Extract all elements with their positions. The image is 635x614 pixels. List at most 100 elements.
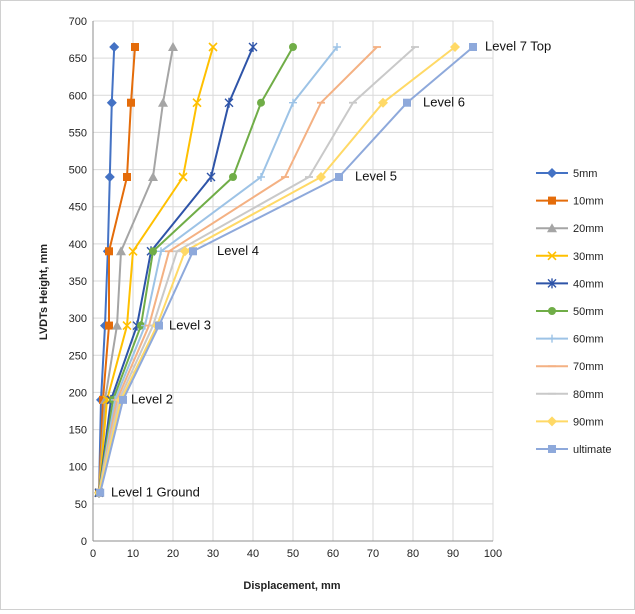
level-label: Level 4 <box>217 243 259 258</box>
legend-item: 80mm <box>536 389 604 401</box>
x-tick-label: 100 <box>484 548 502 560</box>
legend-marker <box>548 334 556 343</box>
data-point <box>116 246 126 256</box>
y-tick-label: 600 <box>69 90 87 102</box>
legend-marker <box>547 251 557 261</box>
level-annotations: Level 1 Ground Level 2 Level 3 Level 4 Level… <box>111 39 551 500</box>
series-line <box>98 46 294 493</box>
y-axis-title: LVDTs Height, mm <box>38 244 50 340</box>
legend-item: 20mm <box>536 223 604 235</box>
data-point <box>189 247 197 256</box>
legend-label: 50mm <box>573 306 604 318</box>
legend-label: 80mm <box>573 389 604 401</box>
data-point <box>105 321 113 330</box>
x-tick-label: 0 <box>90 548 96 560</box>
level-label: Level 3 <box>169 317 211 332</box>
data-point <box>158 97 168 107</box>
series-line <box>98 46 378 493</box>
y-tick-label: 500 <box>69 165 87 177</box>
x-tick-label: 20 <box>167 548 179 560</box>
data-point <box>289 43 297 51</box>
data-point <box>149 247 157 256</box>
data-point <box>128 246 138 256</box>
data-point <box>333 43 341 51</box>
data-point <box>155 321 163 330</box>
series-line <box>98 46 254 493</box>
data-point <box>127 98 135 107</box>
data-point <box>316 172 326 182</box>
data-point <box>106 97 117 108</box>
data-point <box>168 42 178 51</box>
series-20mm <box>94 42 178 497</box>
legend-item: 10mm <box>536 196 604 208</box>
legend-marker <box>548 445 556 453</box>
x-tick-label: 70 <box>367 548 379 560</box>
legend-label: ultimate <box>573 444 612 456</box>
series-lines <box>94 42 477 498</box>
legend-item: 60mm <box>536 334 604 346</box>
data-point <box>229 173 237 181</box>
level-label: Level 2 <box>131 392 173 407</box>
data-point <box>109 42 120 52</box>
level-label: Level 1 Ground <box>111 484 200 499</box>
level-label: Level 7 Top <box>485 39 551 54</box>
legend-item: 40mm <box>536 278 604 290</box>
series-70mm <box>95 46 381 494</box>
data-point <box>257 98 265 107</box>
y-tick-label: 550 <box>69 127 87 139</box>
data-point <box>206 172 216 182</box>
data-point <box>178 172 188 182</box>
x-axis-title: Displacement, mm <box>243 580 340 592</box>
data-point <box>450 42 460 52</box>
legend-label: 70mm <box>573 361 604 373</box>
x-tick-label: 40 <box>247 548 259 560</box>
legend-item: 70mm <box>536 361 604 373</box>
y-tick-label: 650 <box>69 53 87 65</box>
data-point <box>119 395 127 404</box>
legend-marker <box>547 223 557 233</box>
legend-marker <box>547 168 557 178</box>
x-tick-label: 90 <box>447 548 459 560</box>
series-line <box>98 46 456 493</box>
y-tick-label: 200 <box>69 387 87 399</box>
series-ultimate <box>96 43 477 497</box>
axes: 0501001502002503003504004505005506006507… <box>69 16 503 560</box>
legend-item: 5mm <box>536 168 597 180</box>
y-tick-label: 350 <box>69 276 87 288</box>
y-tick-label: 50 <box>75 499 87 511</box>
series-30mm <box>94 42 218 498</box>
y-tick-label: 450 <box>69 202 87 214</box>
series-line <box>98 46 338 493</box>
legend-label: 5mm <box>573 168 597 180</box>
legend-marker <box>547 416 557 427</box>
y-tick-label: 100 <box>69 462 87 474</box>
legend: 5mm 10mm 20mm 30mm 40mm 50mm 60mm 70mm 80mm 90mm u… <box>536 168 612 456</box>
y-tick-label: 0 <box>81 536 87 548</box>
y-tick-label: 700 <box>69 16 87 28</box>
legend-item: ultimate <box>536 444 612 456</box>
data-point <box>123 173 131 181</box>
data-point <box>335 173 343 181</box>
level-label: Level 5 <box>355 169 397 184</box>
x-tick-label: 10 <box>127 548 139 560</box>
x-tick-label: 30 <box>207 548 219 560</box>
data-point <box>192 98 202 108</box>
data-point <box>257 173 265 181</box>
y-tick-label: 150 <box>69 425 87 437</box>
y-tick-label: 250 <box>69 350 87 362</box>
data-point <box>105 247 113 256</box>
y-tick-label: 400 <box>69 239 87 251</box>
x-tick-label: 50 <box>287 548 299 560</box>
legend-item: 30mm <box>536 251 604 263</box>
data-point <box>104 172 115 182</box>
level-label: Level 6 <box>423 94 465 109</box>
data-point <box>378 97 388 108</box>
data-point <box>224 97 234 108</box>
legend-label: 20mm <box>573 223 604 235</box>
data-point <box>289 98 297 107</box>
legend-label: 90mm <box>573 416 604 428</box>
data-point <box>469 43 477 51</box>
data-point <box>148 172 158 181</box>
